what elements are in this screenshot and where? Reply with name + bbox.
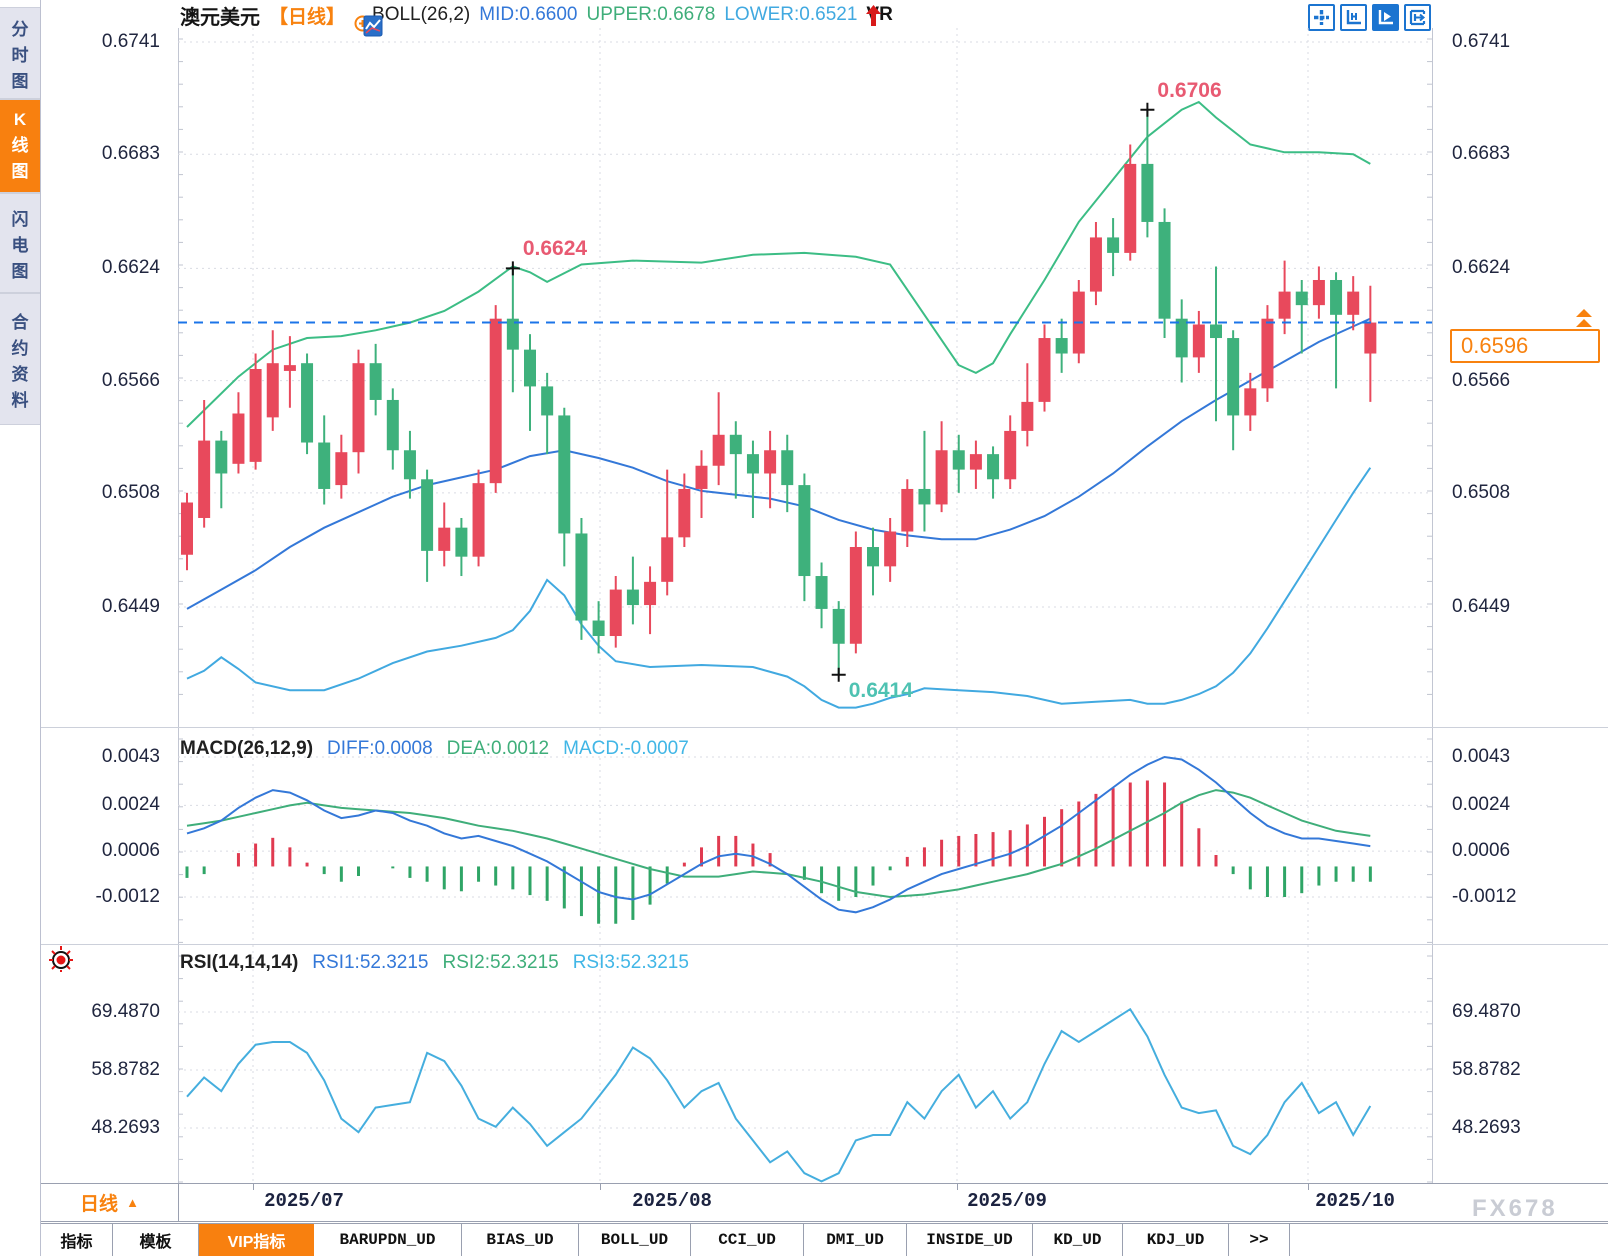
scale-axis-icon[interactable] xyxy=(1340,4,1367,31)
rsi-header: RSI(14,14,14) RSI1:52.3215 RSI2:52.3215 … xyxy=(180,952,689,974)
y-axis-label: 0.6683 xyxy=(101,143,160,165)
y-axis-label: 0.0006 xyxy=(1452,840,1511,862)
y-axis-label: 58.8782 xyxy=(1452,1059,1521,1080)
scale-time-icon[interactable] xyxy=(1372,4,1399,31)
plot-left-border xyxy=(178,28,179,1183)
y-axis-label: 69.4870 xyxy=(91,1001,160,1022)
y-axis-label: 0.6449 xyxy=(1452,595,1511,617)
tab-insideud[interactable]: INSIDE_UD xyxy=(907,1224,1033,1256)
y-axis-label: 0.6449 xyxy=(101,595,160,617)
chart-header: 澳元美元 【日线】 BOLL(26,2) MID:0.6600 UPPER:0.… xyxy=(180,2,893,37)
x-axis-label: 2025/10 xyxy=(1315,1190,1395,1212)
tab-kdud[interactable]: KD_UD xyxy=(1033,1224,1123,1256)
x-axis-label: 2025/08 xyxy=(632,1190,712,1212)
y-axis-label: 0.0006 xyxy=(101,840,160,862)
y-axis-label: 58.8782 xyxy=(91,1059,160,1080)
tab-kdjud[interactable]: KDJ_UD xyxy=(1123,1224,1229,1256)
jump-latest-icon[interactable] xyxy=(1404,4,1431,31)
macd-header: MACD(26,12,9) DIFF:0.0008 DEA:0.0012 MAC… xyxy=(180,738,689,760)
time-axis-tick xyxy=(253,1184,254,1190)
boll-indicator-label: BOLL(26,2) xyxy=(372,4,471,25)
y-axis-label: 0.6624 xyxy=(1452,257,1511,279)
period-label: 日线 xyxy=(80,1194,119,1215)
crosshair-pan-icon[interactable] xyxy=(1308,4,1335,31)
symbol-title: 澳元美元 xyxy=(180,6,260,29)
y-axis-label: 69.4870 xyxy=(1452,1001,1521,1022)
time-axis-tick xyxy=(1308,1184,1309,1190)
rsi2-value: RSI2:52.3215 xyxy=(442,952,559,973)
tab-biasud[interactable]: BIAS_UD xyxy=(462,1224,579,1256)
chart-toolbar xyxy=(1308,4,1431,31)
y-axis-label: 0.6508 xyxy=(101,481,160,503)
rsi1-value: RSI1:52.3215 xyxy=(312,952,429,973)
y-axis-label: 0.6683 xyxy=(1452,143,1511,165)
macd-title: MACD(26,12,9) xyxy=(180,738,314,759)
sidebar-item-4[interactable]: 合约资料 xyxy=(0,293,40,425)
y-axis-label: 0.6741 xyxy=(1452,31,1511,52)
boll-upper-value: UPPER:0.6678 xyxy=(586,4,716,25)
price-annotation: 0.6706 xyxy=(1157,78,1222,102)
tab-vip[interactable]: VIP指标 xyxy=(199,1224,314,1256)
macd-dea-value: DEA:0.0012 xyxy=(446,738,550,759)
x-axis-label: 2025/07 xyxy=(264,1190,344,1212)
indicator-tab-bar: 指标 模板 VIP指标 BARUPDN_UD BIAS_UD BOLL_UD CCI_UD D… xyxy=(41,1223,1608,1256)
current-price-value: 0.6596 xyxy=(1461,333,1529,358)
y-axis-label: 0.0043 xyxy=(101,746,160,767)
y-axis-label: 0.0024 xyxy=(101,794,160,816)
y-axis-label: 48.2693 xyxy=(91,1117,160,1139)
time-axis: 日线 ▲ 2025/07 2025/08 2025/09 2025/10 xyxy=(41,1183,1608,1222)
sidebar-item-1[interactable]: 分时图 xyxy=(0,7,40,99)
vr-indicator-toggle[interactable]: VR xyxy=(866,4,893,26)
sidebar-item-3[interactable]: 闪电图 xyxy=(0,193,40,293)
price-annotation: 0.6624 xyxy=(522,237,588,261)
tab-barupdnud[interactable]: BARUPDN_UD xyxy=(314,1224,462,1256)
y-axis-label: 0.6508 xyxy=(1452,481,1511,503)
tab-cciud[interactable]: CCI_UD xyxy=(691,1224,804,1256)
y-axis-label: 48.2693 xyxy=(1452,1117,1521,1139)
time-axis-tick xyxy=(957,1184,958,1190)
main-chart-canvas[interactable] xyxy=(178,28,1432,716)
macd-macd-value: MACD:-0.0007 xyxy=(563,738,689,759)
rsi-chart-canvas[interactable] xyxy=(178,945,1432,1183)
current-price-box: 0.6596 xyxy=(1450,329,1600,363)
vr-up-arrow-icon xyxy=(866,4,882,26)
rsi-title: RSI(14,14,14) xyxy=(180,952,299,973)
y-axis-label: 0.6566 xyxy=(101,369,160,391)
boll-lower-value: LOWER:0.6521 xyxy=(724,4,858,25)
period-arrow-icon: ▲ xyxy=(126,1195,139,1210)
boll-mid-value: MID:0.6600 xyxy=(479,4,578,25)
y-axis-label: -0.0012 xyxy=(1452,886,1517,907)
y-axis-label: 0.6566 xyxy=(1452,369,1511,391)
tab-[interactable]: 指标 xyxy=(41,1224,113,1256)
x-axis-label: 2025/09 xyxy=(967,1190,1047,1212)
period-tag: 【日线】 xyxy=(269,6,346,28)
rsi-pane-divider xyxy=(41,944,1608,945)
y-axis-label: 0.0043 xyxy=(1452,746,1511,767)
tab-[interactable]: >> xyxy=(1229,1224,1290,1256)
macd-diff-value: DIFF:0.0008 xyxy=(327,738,433,759)
period-selector[interactable]: 日线 ▲ xyxy=(41,1184,179,1221)
y-axis-label: -0.0012 xyxy=(95,886,160,907)
plot-right-border xyxy=(1432,28,1433,1183)
price-annotation: 0.6414 xyxy=(848,678,913,702)
tab-[interactable]: 模板 xyxy=(113,1224,199,1256)
tab-dmiud[interactable]: DMI_UD xyxy=(804,1224,907,1256)
watermark: FX678 xyxy=(1472,1195,1558,1222)
y-axis-label: 0.6624 xyxy=(101,257,160,279)
y-axis-label: 0.6741 xyxy=(101,31,160,52)
tab-bollud[interactable]: BOLL_UD xyxy=(579,1224,691,1256)
price-up-arrows-icon xyxy=(1576,309,1594,329)
rsi3-value: RSI3:52.3215 xyxy=(572,952,689,973)
time-axis-tick xyxy=(600,1184,601,1190)
macd-chart-canvas[interactable] xyxy=(178,728,1432,944)
y-axis-label: 0.0024 xyxy=(1452,794,1511,816)
macd-pane-divider xyxy=(41,727,1608,728)
